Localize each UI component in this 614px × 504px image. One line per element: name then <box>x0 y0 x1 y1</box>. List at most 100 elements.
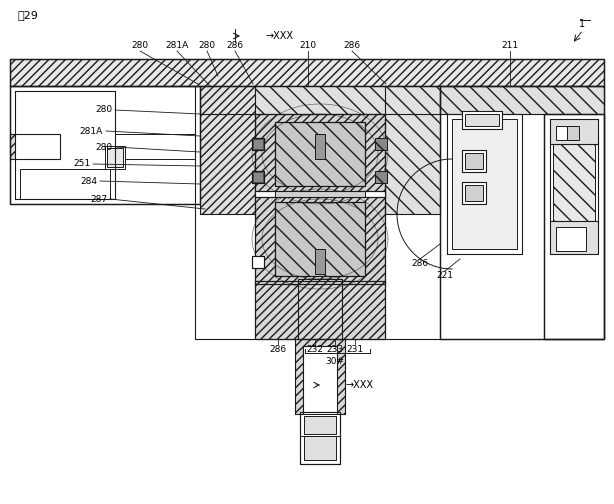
Bar <box>544 114 604 339</box>
Polygon shape <box>295 339 345 414</box>
Bar <box>252 256 264 268</box>
Polygon shape <box>10 134 60 159</box>
Bar <box>20 169 110 199</box>
Text: 286: 286 <box>270 345 287 353</box>
Bar <box>298 279 342 339</box>
Bar <box>462 111 502 129</box>
Bar <box>440 86 604 339</box>
Bar <box>255 191 385 197</box>
Bar <box>252 138 264 150</box>
Bar <box>200 86 440 114</box>
Bar <box>10 59 604 86</box>
Bar <box>556 227 586 251</box>
Bar <box>553 142 595 221</box>
Bar <box>304 416 336 434</box>
Bar <box>253 172 263 182</box>
Bar <box>375 171 387 183</box>
Bar <box>303 336 337 414</box>
Bar <box>10 86 200 204</box>
Text: 280: 280 <box>131 41 149 50</box>
Bar <box>462 150 486 172</box>
Text: 211: 211 <box>502 41 519 50</box>
Bar <box>15 91 115 199</box>
Bar <box>385 86 440 214</box>
Bar <box>195 86 445 339</box>
Bar <box>300 412 340 464</box>
Bar <box>315 134 325 159</box>
Bar <box>252 171 264 183</box>
Bar <box>105 146 125 169</box>
Bar <box>385 86 440 214</box>
Bar <box>465 114 499 126</box>
Bar <box>255 281 385 339</box>
Bar <box>452 119 517 249</box>
Bar <box>465 185 483 201</box>
Bar <box>447 114 522 254</box>
Bar <box>255 194 385 284</box>
Text: 280: 280 <box>95 105 112 114</box>
Bar <box>255 114 385 194</box>
Bar <box>550 119 598 144</box>
Bar <box>567 126 579 140</box>
Text: 286: 286 <box>227 41 244 50</box>
Bar <box>10 86 200 204</box>
Bar <box>550 221 598 254</box>
Bar <box>275 122 365 186</box>
Text: 30#: 30# <box>325 356 344 365</box>
Text: 図29: 図29 <box>18 10 39 20</box>
Text: 231: 231 <box>346 345 363 353</box>
Bar <box>252 171 264 183</box>
Bar <box>10 134 210 159</box>
Bar <box>447 114 522 254</box>
Bar <box>550 119 598 144</box>
Bar <box>200 86 255 214</box>
Bar <box>440 86 604 114</box>
Text: 1: 1 <box>579 19 585 29</box>
Bar <box>15 91 115 199</box>
Bar <box>255 114 385 194</box>
Bar <box>10 59 604 86</box>
Bar <box>556 126 576 140</box>
Bar <box>298 279 342 339</box>
Bar <box>200 86 255 214</box>
Bar <box>252 256 264 268</box>
Text: →XXX: →XXX <box>345 380 373 390</box>
Bar <box>252 138 264 150</box>
Text: 286: 286 <box>343 41 360 50</box>
Text: 221: 221 <box>437 272 454 281</box>
Text: 284: 284 <box>80 176 97 185</box>
Bar <box>465 153 483 169</box>
Bar <box>315 249 325 274</box>
Bar <box>275 202 365 276</box>
Bar <box>462 111 502 129</box>
Bar <box>462 150 486 172</box>
Bar <box>462 182 486 204</box>
Bar <box>544 114 604 339</box>
Bar <box>550 139 598 224</box>
Text: 280: 280 <box>95 143 112 152</box>
Bar <box>304 436 336 460</box>
Bar <box>275 202 365 276</box>
Bar <box>550 221 598 254</box>
Bar <box>440 86 604 114</box>
Bar <box>550 139 598 224</box>
Bar <box>107 148 123 167</box>
Text: 281A: 281A <box>80 127 103 136</box>
Bar <box>275 122 365 186</box>
Bar <box>253 139 263 149</box>
Bar <box>200 86 440 114</box>
Bar <box>375 138 387 150</box>
Text: 280: 280 <box>198 41 216 50</box>
Text: 287: 287 <box>90 195 107 204</box>
Text: 233: 233 <box>327 345 344 353</box>
Text: →XXX: →XXX <box>265 31 293 41</box>
Bar <box>462 182 486 204</box>
Text: 232: 232 <box>306 345 324 353</box>
Text: 251: 251 <box>73 159 90 168</box>
Bar <box>255 194 385 284</box>
Bar <box>255 191 385 197</box>
Text: 210: 210 <box>300 41 317 50</box>
Bar <box>440 86 604 339</box>
Text: 286: 286 <box>411 260 429 269</box>
Bar <box>275 191 365 197</box>
